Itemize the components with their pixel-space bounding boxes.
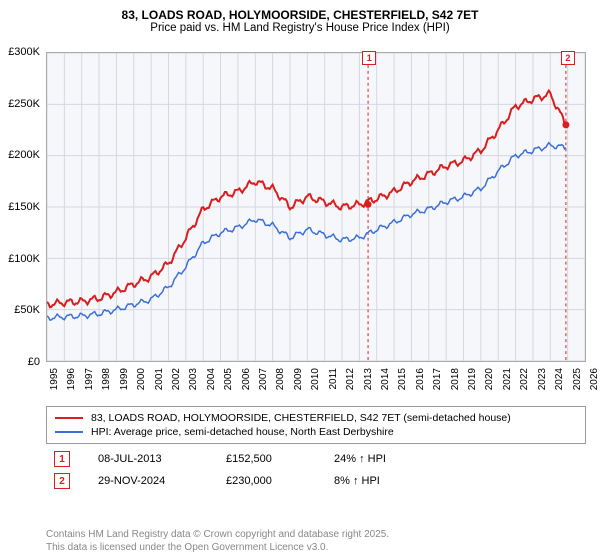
y-tick-label: £150K — [8, 201, 40, 213]
y-axis: £0£50K£100K£150K£200K£250K£300K — [0, 52, 44, 362]
x-tick-label: 2008 — [275, 368, 286, 390]
marker-price: £230,000 — [226, 475, 306, 487]
title-address: 83, LOADS ROAD, HOLYMOORSIDE, CHESTERFIE… — [10, 8, 590, 22]
marker-hpi: 24% ↑ HPI — [334, 453, 414, 465]
x-tick-label: 2016 — [415, 368, 426, 390]
legend-swatch — [55, 431, 83, 433]
x-tick-label: 2015 — [397, 368, 408, 390]
title-block: 83, LOADS ROAD, HOLYMOORSIDE, CHESTERFIE… — [0, 0, 600, 40]
marker-price: £152,500 — [226, 453, 306, 465]
x-tick-label: 1997 — [84, 368, 95, 390]
x-tick-label: 2012 — [345, 368, 356, 390]
x-tick-label: 2007 — [258, 368, 269, 390]
x-tick-label: 2013 — [363, 368, 374, 390]
footer-line1: Contains HM Land Registry data © Crown c… — [46, 528, 389, 541]
title-subtitle: Price paid vs. HM Land Registry's House … — [10, 22, 590, 34]
marker-hpi: 8% ↑ HPI — [334, 475, 414, 487]
x-tick-label: 2005 — [223, 368, 234, 390]
y-tick-label: £250K — [8, 98, 40, 110]
x-tick-label: 2000 — [136, 368, 147, 390]
marker-date: 08-JUL-2013 — [98, 453, 198, 465]
x-tick-label: 2025 — [572, 368, 583, 390]
x-tick-label: 2023 — [537, 368, 548, 390]
y-tick-label: £300K — [8, 46, 40, 58]
chart-marker-badge: 1 — [362, 51, 376, 65]
marker-date: 29-NOV-2024 — [98, 475, 198, 487]
marker-badge: 1 — [54, 451, 70, 467]
x-tick-label: 2020 — [484, 368, 495, 390]
legend-swatch — [55, 417, 83, 419]
x-tick-label: 2011 — [328, 368, 339, 390]
x-tick-label: 2014 — [380, 368, 391, 390]
y-tick-label: £0 — [28, 356, 40, 368]
x-axis: 1995 1996 1997 1998 1999 2000 2001 2002 2003 2004… — [46, 364, 586, 404]
chart-container: 83, LOADS ROAD, HOLYMOORSIDE, CHESTERFIE… — [0, 0, 600, 560]
x-tick-label: 1996 — [66, 368, 77, 390]
x-tick-label: 2024 — [554, 368, 565, 390]
x-tick-label: 2002 — [171, 368, 182, 390]
y-tick-label: £200K — [8, 149, 40, 161]
legend-row: 83, LOADS ROAD, HOLYMOORSIDE, CHESTERFIE… — [55, 411, 577, 425]
x-tick-label: 2001 — [154, 368, 165, 390]
legend-label: 83, LOADS ROAD, HOLYMOORSIDE, CHESTERFIE… — [91, 412, 511, 424]
x-tick-label: 1995 — [49, 368, 60, 390]
chart-area: 12 — [46, 52, 586, 362]
x-tick-label: 2006 — [241, 368, 252, 390]
x-tick-label: 2018 — [450, 368, 461, 390]
x-tick-label: 2003 — [188, 368, 199, 390]
x-tick-label: 2021 — [502, 368, 513, 390]
x-tick-label: 2010 — [310, 368, 321, 390]
x-tick-label: 2019 — [467, 368, 478, 390]
x-tick-label: 2026 — [589, 368, 600, 390]
marker-badge: 2 — [54, 473, 70, 489]
x-tick-label: 1998 — [101, 368, 112, 390]
chart-marker-badge: 2 — [561, 51, 575, 65]
y-tick-label: £100K — [8, 253, 40, 265]
marker-table: 1 08-JUL-2013 £152,500 24% ↑ HPI 2 29-NOV-202… — [46, 448, 586, 492]
y-tick-label: £50K — [14, 304, 40, 316]
x-tick-label: 2004 — [206, 368, 217, 390]
x-tick-label: 2022 — [519, 368, 530, 390]
chart-svg — [47, 53, 585, 361]
x-tick-label: 2017 — [432, 368, 443, 390]
x-tick-label: 2009 — [293, 368, 304, 390]
footer-line2: This data is licensed under the Open Gov… — [46, 541, 389, 554]
marker-row: 2 29-NOV-2024 £230,000 8% ↑ HPI — [46, 470, 586, 492]
marker-row: 1 08-JUL-2013 £152,500 24% ↑ HPI — [46, 448, 586, 470]
legend: 83, LOADS ROAD, HOLYMOORSIDE, CHESTERFIE… — [46, 406, 586, 444]
x-tick-label: 1999 — [119, 368, 130, 390]
legend-label: HPI: Average price, semi-detached house,… — [91, 426, 394, 438]
legend-row: HPI: Average price, semi-detached house,… — [55, 425, 577, 439]
footer: Contains HM Land Registry data © Crown c… — [46, 528, 389, 554]
